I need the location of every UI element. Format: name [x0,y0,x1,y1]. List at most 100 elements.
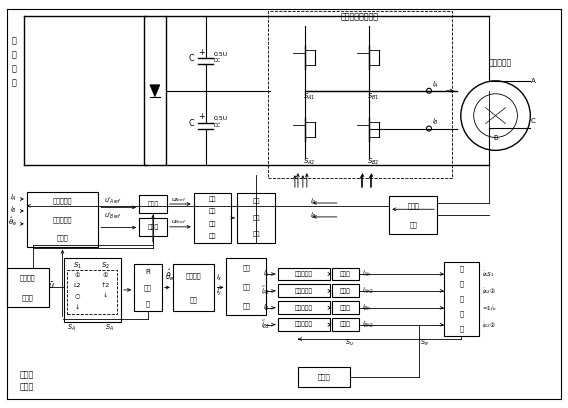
Text: 高频电压: 高频电压 [20,274,36,281]
Text: ↓: ↓ [103,293,108,298]
Bar [278,302,329,314]
Text: 通: 通 [460,281,463,287]
Bar [444,262,479,336]
Text: 低通滤波器: 低通滤波器 [295,271,313,277]
Text: 波: 波 [460,310,463,317]
Text: 转子位: 转子位 [20,370,34,379]
Text: $u'_{Bref}$: $u'_{Bref}$ [105,211,122,221]
Text: 低通滤波器: 低通滤波器 [295,288,313,294]
Text: +: + [198,112,205,121]
Text: ①: ① [74,273,80,278]
Text: 波器: 波器 [409,221,417,228]
Text: ○: ○ [74,293,80,298]
Text: $\tilde{i}_A$$S_1$: $\tilde{i}_A$$S_1$ [482,269,494,279]
Text: 加法器: 加法器 [147,201,158,207]
Text: B: B [493,135,498,142]
Bar [68,270,117,314]
Text: $\tilde{i}_{A2}$②: $\tilde{i}_{A2}$② [482,286,496,296]
Text: 流: 流 [11,51,16,60]
Text: $S_e$: $S_e$ [420,338,428,348]
Text: $i_{Ah}$: $i_{Ah}$ [362,269,372,279]
Text: 驱动: 驱动 [252,232,260,237]
Text: $S_A$: $S_A$ [105,323,114,333]
Text: 乘法器: 乘法器 [340,305,351,310]
Text: $u'_{Aref}$: $u'_{Aref}$ [105,195,122,206]
Bar [332,302,360,314]
Text: 坐标旋转: 坐标旋转 [186,272,202,279]
Text: $S_{A2}$: $S_{A2}$ [303,157,315,167]
Bar [144,16,166,165]
Bar [278,318,329,331]
Text: 功率: 功率 [252,199,260,204]
Bar [332,284,360,297]
Text: ①: ① [102,273,108,278]
Text: $S_{B1}$: $S_{B1}$ [367,92,379,102]
Text: C: C [531,118,536,124]
Text: 直接转矩控: 直接转矩控 [53,216,72,223]
Text: $u_{Bref}$: $u_{Bref}$ [171,218,186,226]
Text: $i_B$: $i_B$ [432,116,440,126]
Text: $i_B$: $i_B$ [10,205,17,215]
Circle shape [427,88,432,93]
Text: 发生器: 发生器 [22,294,34,301]
Text: ↓: ↓ [75,305,80,310]
Text: L2: L2 [74,283,81,288]
Text: $i_B$: $i_B$ [263,303,269,313]
Text: 低通滤波器: 低通滤波器 [295,305,313,310]
Text: $S_2$: $S_2$ [101,260,110,271]
Text: 同步电动机: 同步电动机 [489,58,512,67]
Text: 矢量: 矢量 [209,221,216,227]
Text: $S_A$: $S_A$ [67,323,76,333]
Text: 带: 带 [460,266,463,273]
Text: $S_{B2}$: $S_{B2}$ [367,157,379,167]
Text: =1$\tilde{i}_b$: =1$\tilde{i}_b$ [482,303,496,313]
Text: 乘法器: 乘法器 [340,322,351,328]
Text: 滤: 滤 [460,295,463,302]
Text: $\tilde{i}_{B2}$: $\tilde{i}_{B2}$ [261,319,271,331]
Text: $i_{Bh2}$: $i_{Bh2}$ [362,319,375,330]
Text: $S_1$: $S_1$ [73,260,82,271]
Text: 信号: 信号 [243,264,250,271]
Text: 制算法: 制算法 [57,234,68,241]
Text: 置观测: 置观测 [20,382,34,391]
Text: 调节: 调节 [144,284,152,291]
Bar [7,268,49,307]
Text: $\bar{u}$: $\bar{u}$ [48,280,55,291]
Text: C: C [189,55,194,64]
Text: 变换: 变换 [190,296,198,303]
Circle shape [427,126,432,131]
Text: $\tilde{i}_{B2}$②: $\tilde{i}_{B2}$② [482,320,496,330]
Text: $i_A$: $i_A$ [263,269,269,279]
Text: 0.5U: 0.5U [214,51,228,57]
Text: $i_{Ah2}$: $i_{Ah2}$ [362,286,375,296]
Bar [227,257,266,315]
Text: 开关: 开关 [252,215,260,221]
Text: $\hat{\theta}_e$: $\hat{\theta}_e$ [165,268,174,284]
Bar [173,264,215,311]
Text: DC: DC [214,123,220,128]
Text: 合成: 合成 [243,283,250,290]
Text: $\tilde{i}_{A2}$: $\tilde{i}_{A2}$ [261,285,271,297]
Text: DC: DC [214,58,220,64]
Text: $i_y$: $i_y$ [216,286,223,298]
Text: $i_x$: $i_x$ [216,273,223,283]
Text: 空间: 空间 [209,197,216,202]
Text: $u_{Aref}$: $u_{Aref}$ [171,196,186,204]
Bar [134,264,162,311]
Bar [389,196,437,234]
Text: ↑2: ↑2 [101,283,110,288]
Text: 乘法器: 乘法器 [340,288,351,294]
Polygon shape [150,85,160,97]
Text: 单元: 单元 [243,302,250,309]
Text: 加法器: 加法器 [147,224,158,230]
Bar [298,367,349,387]
Text: $i_A$: $i_A$ [310,197,317,207]
Text: 交: 交 [11,37,16,46]
Bar [332,318,360,331]
Text: 低通滤: 低通滤 [407,202,419,209]
Text: PI: PI [145,268,151,275]
Bar [278,268,329,280]
Text: 两相四开关逆变器: 两相四开关逆变器 [341,13,379,22]
Text: 器: 器 [146,300,150,307]
Text: A: A [531,78,536,84]
